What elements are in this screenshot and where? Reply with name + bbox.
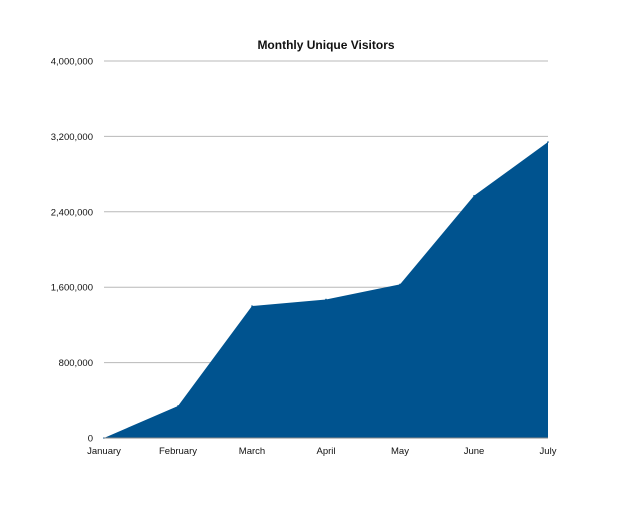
x-tick-label-july: July	[540, 446, 557, 457]
area-series	[103, 141, 549, 439]
x-tick-label-april: April	[316, 446, 335, 457]
y-tick-label: 800,000	[59, 358, 93, 369]
x-tick-label-march: March	[239, 446, 265, 457]
data-point-april	[325, 298, 327, 301]
x-tick-label-january: January	[87, 446, 121, 457]
y-axis-ticks: 0 800,000 1,600,000 2,400,000 3,200,000 4,000…	[51, 57, 93, 445]
x-tick-label-june: June	[464, 446, 485, 457]
data-point-march	[251, 305, 253, 307]
y-tick-label: 2,400,000	[51, 207, 93, 218]
data-point-february	[177, 405, 179, 407]
y-tick-label: 3,200,000	[51, 132, 93, 143]
x-tick-label-may: May	[391, 446, 409, 457]
y-tick-label: 0	[88, 434, 93, 445]
y-tick-label: 1,600,000	[51, 283, 93, 294]
data-point-may	[399, 283, 401, 286]
area-series-fill	[104, 142, 548, 438]
x-axis-ticks: January February March April May June July	[87, 446, 557, 457]
x-tick-label-february: February	[159, 446, 197, 457]
data-point-july	[547, 141, 549, 143]
data-point-june	[473, 194, 475, 197]
y-tick-label: 4,000,000	[51, 57, 93, 68]
chart-title: Monthly Unique Visitors	[257, 38, 394, 52]
